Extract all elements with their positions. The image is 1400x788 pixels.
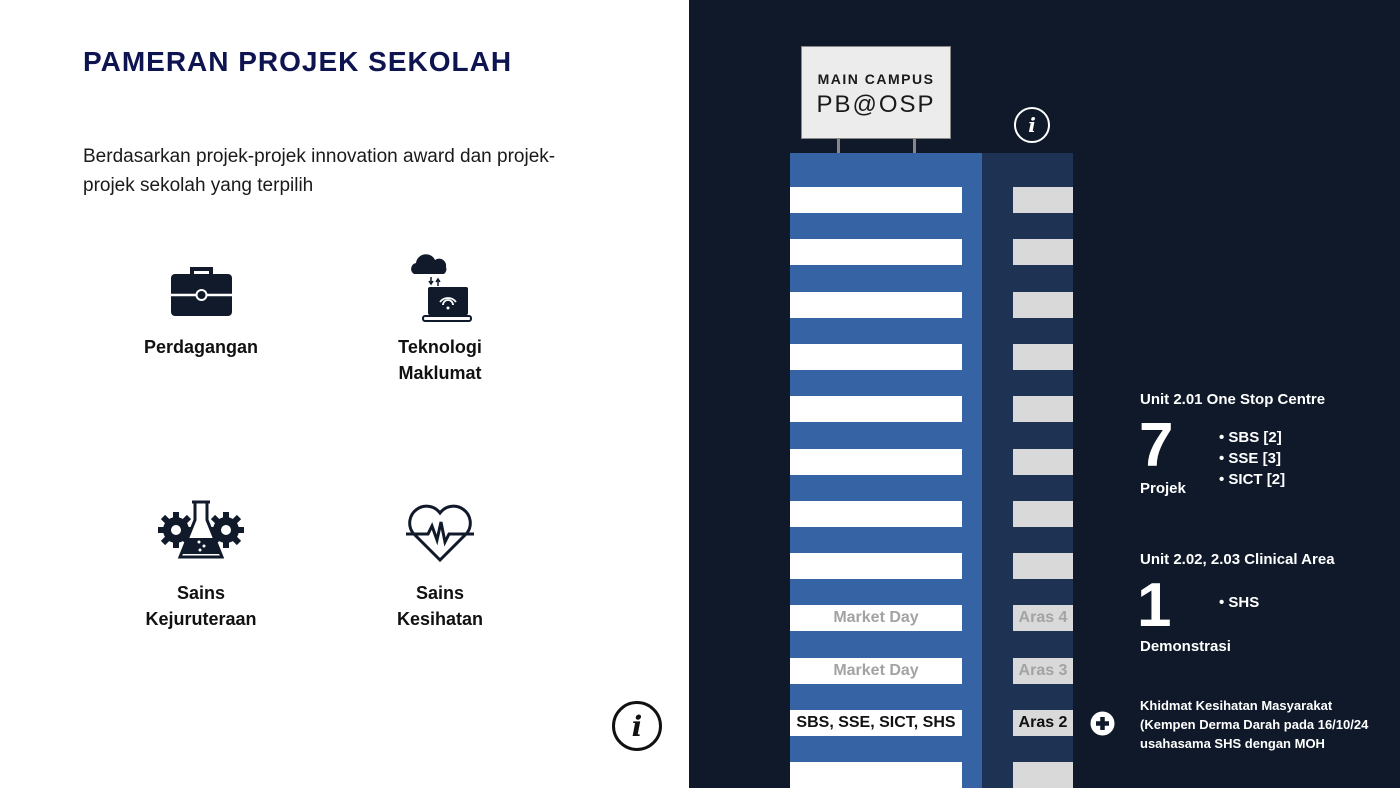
floor-window — [790, 187, 962, 213]
floor-level-label — [1013, 396, 1073, 423]
sign-post — [913, 139, 916, 153]
unit1-count: 7 — [1139, 411, 1174, 480]
subtitle: Berdasarkan projek-projek innovation awa… — [83, 146, 556, 196]
floor-level-label — [1013, 762, 1073, 788]
category-perdagangan: Perdagangan — [121, 334, 281, 360]
briefcase-icon — [171, 267, 232, 316]
sign-line-1: MAIN CAMPUS — [817, 71, 935, 87]
floor-window — [790, 343, 962, 370]
list-item: SICT [2] — [1219, 469, 1285, 490]
sign-line-2: PB@OSP — [816, 91, 936, 118]
category-label: Kejuruteraan — [145, 609, 257, 629]
gears-flask-icon — [158, 500, 244, 559]
floor-window — [790, 448, 962, 475]
floor-window — [790, 500, 962, 527]
floor-level-label: Aras 2 — [1013, 710, 1073, 736]
info-icon[interactable]: i — [612, 701, 662, 751]
floor-window — [790, 396, 962, 423]
unit1-list: SBS [2] SSE [3] SICT [2] — [1219, 427, 1285, 490]
list-item: SSE [3] — [1219, 448, 1285, 469]
category-label: Sains — [415, 583, 465, 603]
page-title: PAMERAN PROJEK SEKOLAH — [83, 46, 513, 77]
floor-level-label — [1013, 291, 1073, 318]
floor-level-label: Aras 4 — [1013, 605, 1073, 632]
unit2-list: SHS — [1219, 594, 1259, 611]
list-item: SBS [2] — [1219, 427, 1285, 448]
unit2-count: 1 — [1137, 571, 1172, 640]
list-item: SHS — [1219, 594, 1259, 611]
category-label: Kesihatan — [396, 609, 484, 629]
category-label: Sains — [176, 583, 226, 603]
category-label: Teknologi — [398, 337, 482, 357]
floor-window: Market Day — [790, 657, 962, 684]
category-sains-kejuruteraan: Sains Kejuruteraan — [121, 580, 281, 632]
note-line: (Kempen Derma Darah pada 16/10/24 — [1140, 717, 1369, 732]
floor-level-label — [1013, 553, 1073, 580]
note-line: Khidmat Kesihatan Masyarakat — [1140, 698, 1333, 713]
note-line: usahasama SHS dengan MOH — [1140, 736, 1325, 751]
sign-post — [837, 139, 840, 153]
unit2-heading: Unit 2.02, 2.03 Clinical Area — [1140, 551, 1335, 568]
category-label: Maklumat — [398, 363, 482, 383]
floor-window: Market Day — [790, 605, 962, 632]
category-label: Perdagangan — [143, 337, 259, 357]
unit1-count-label: Projek — [1140, 480, 1186, 497]
floor-window — [790, 762, 962, 788]
floor-level-label — [1013, 500, 1073, 527]
floor-window — [790, 239, 962, 266]
floor-level-label — [1013, 187, 1073, 213]
unit2-count-label: Demonstrasi — [1140, 638, 1231, 655]
unit1-heading: Unit 2.01 One Stop Centre — [1140, 391, 1326, 408]
floor-level-label: Aras 3 — [1013, 657, 1073, 684]
community-note: Khidmat Kesihatan Masyarakat (Kempen Der… — [1140, 696, 1368, 753]
left-panel: PAMERAN PROJEK SEKOLAH Berdasarkan proje… — [0, 0, 689, 788]
cloud-laptop-icon — [411, 254, 472, 322]
heart-pulse-icon — [406, 504, 474, 563]
floor-level-label — [1013, 239, 1073, 266]
floor-window: SBS, SSE, SICT, SHS — [790, 710, 962, 736]
plus-circle-icon — [1090, 711, 1115, 736]
campus-sign: MAIN CAMPUS PB@OSP — [801, 46, 951, 139]
floor-level-label — [1013, 448, 1073, 475]
floor-level-label — [1013, 343, 1073, 370]
category-sains-kesihatan: Sains Kesihatan — [360, 580, 520, 632]
floor-window — [790, 553, 962, 580]
floor-window — [790, 291, 962, 318]
info-icon[interactable]: i — [1014, 107, 1050, 143]
category-teknologi-maklumat: Teknologi Maklumat — [360, 334, 520, 386]
